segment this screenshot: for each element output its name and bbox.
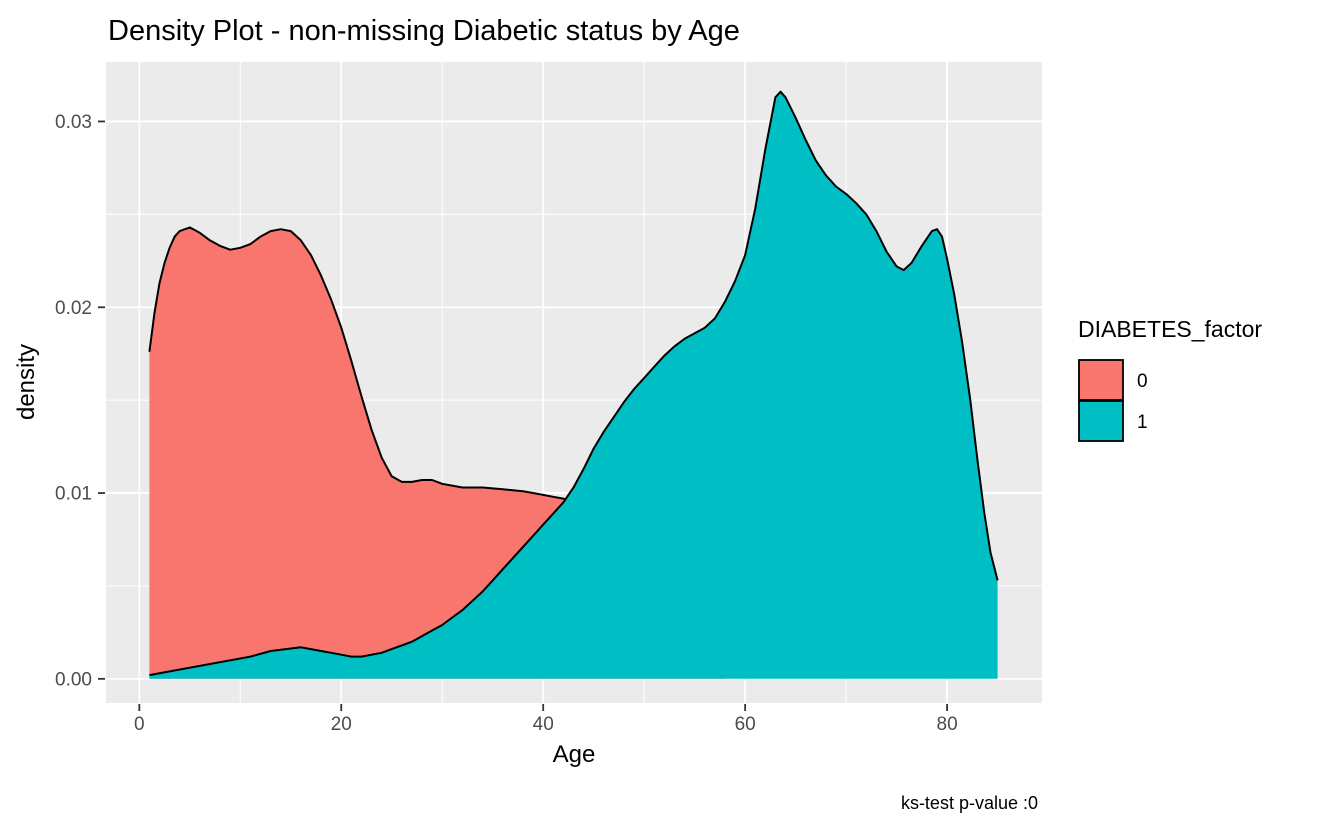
y-tick-label: 0.00 — [55, 669, 92, 690]
x-tick-label: 20 — [331, 714, 352, 735]
plot-title: Density Plot - non-missing Diabetic stat… — [108, 15, 740, 47]
axis-tick-marks — [98, 120, 948, 711]
x-tick-label: 60 — [735, 714, 756, 735]
legend-key-0 — [1078, 359, 1124, 401]
legend-label-1: 1 — [1137, 412, 1148, 433]
y-tick-label: 0.02 — [55, 298, 92, 319]
legend: DIABETES_factor 01 — [1078, 316, 1262, 442]
x-tick-label: 0 — [134, 714, 145, 735]
y-tick-label: 0.01 — [55, 484, 92, 505]
x-tick-label: 80 — [937, 714, 958, 735]
y-axis-tick-labels: 0.00 0.01 0.02 0.03 — [55, 112, 92, 690]
x-tick-label: 40 — [533, 714, 554, 735]
legend-entries: 01 — [1078, 359, 1148, 442]
density-outline-1 — [149, 90, 999, 677]
legend-label-0: 0 — [1137, 371, 1148, 392]
ks-test-caption: ks-test p-value :0 — [901, 793, 1038, 813]
legend-key-1 — [1078, 400, 1124, 442]
x-axis-tick-labels: 0 20 40 60 80 — [134, 714, 958, 735]
x-axis-title: Age — [553, 741, 596, 768]
density-areas — [148, 90, 999, 679]
density-area-1 — [149, 91, 998, 679]
y-axis-title: density — [13, 344, 40, 420]
y-tick-label: 0.03 — [55, 112, 92, 133]
legend-title: DIABETES_factor — [1078, 316, 1262, 342]
